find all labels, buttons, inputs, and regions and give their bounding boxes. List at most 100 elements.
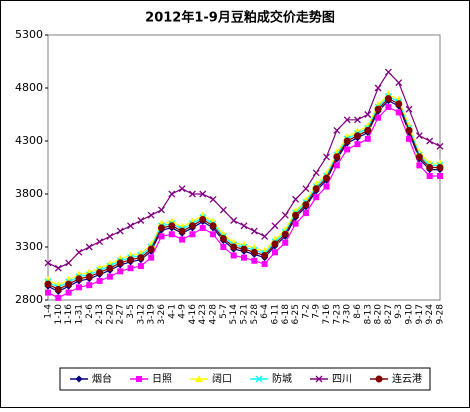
point (426, 164, 434, 171)
point (374, 84, 382, 92)
point (219, 235, 227, 243)
point (292, 220, 299, 227)
x-tick-label: 7-16 (322, 304, 332, 325)
legend-marker (255, 375, 263, 383)
point (426, 172, 433, 179)
point (54, 285, 62, 293)
point (251, 257, 258, 264)
point (127, 222, 134, 230)
point (230, 243, 238, 251)
point (178, 185, 186, 193)
point (44, 259, 52, 267)
point (405, 122, 414, 130)
point (281, 230, 289, 238)
point (323, 183, 330, 190)
x-tick-label: 3-26 (157, 304, 167, 325)
point (292, 195, 300, 203)
point (220, 244, 227, 250)
point (198, 211, 207, 219)
point (261, 260, 268, 267)
point (158, 206, 165, 214)
x-tick-label: 9-3 (394, 304, 404, 319)
point (54, 264, 62, 272)
point (137, 254, 145, 262)
point (343, 137, 351, 145)
point (384, 95, 392, 103)
point (261, 232, 269, 240)
point (333, 153, 341, 161)
point (45, 289, 51, 296)
x-tick-label: 9-24 (425, 304, 435, 325)
point (116, 227, 124, 235)
y-tick-label: 4300 (15, 134, 43, 147)
point (157, 224, 165, 232)
point (219, 206, 227, 214)
legend-marker (375, 375, 383, 383)
point (415, 153, 423, 161)
point (44, 280, 52, 288)
point (96, 277, 103, 284)
x-tick-label: 4-1 (167, 304, 177, 319)
x-tick-label: 6-18 (281, 304, 291, 325)
point (344, 146, 351, 153)
point (65, 259, 73, 267)
legend-label: 四川 (332, 374, 352, 385)
point (96, 238, 104, 246)
x-tick-label: 6-11 (270, 304, 280, 324)
point (55, 294, 62, 301)
x-tick-label: 1-10 (54, 304, 64, 325)
legend-marker (75, 375, 83, 383)
x-tick-label: 1-4 (44, 304, 54, 319)
point (230, 252, 237, 259)
point (209, 222, 217, 230)
x-tick-label: 3-5 (126, 304, 136, 319)
point (271, 222, 279, 230)
point (168, 231, 175, 238)
point (374, 100, 383, 108)
point (230, 217, 238, 224)
x-tick-label: 8-13 (363, 304, 373, 324)
x-tick-label: 2-6 (85, 304, 95, 319)
y-tick-label: 5300 (15, 28, 43, 41)
point (374, 105, 382, 113)
point (85, 273, 93, 281)
point (199, 224, 206, 231)
point (75, 248, 83, 256)
point (240, 245, 248, 253)
point (333, 126, 341, 134)
point (323, 153, 330, 161)
point (312, 185, 320, 193)
point (436, 142, 444, 150)
legend-label: 连云港 (392, 372, 422, 385)
point (375, 114, 382, 121)
x-tick-label: 9-10 (405, 304, 415, 325)
point (323, 174, 331, 182)
point (168, 190, 176, 198)
x-tick-label: 4-16 (188, 304, 198, 325)
point (364, 135, 371, 142)
point (148, 254, 155, 261)
x-tick-label: 5-14 (229, 304, 239, 325)
point (106, 232, 114, 240)
point (147, 211, 155, 219)
legend-label: 烟台 (92, 372, 112, 385)
point (354, 141, 361, 148)
point (137, 217, 145, 224)
x-tick-label: 8-6 (353, 304, 363, 319)
point (271, 249, 278, 256)
legend-marker (195, 375, 203, 382)
x-tick-label: 9-17 (415, 304, 425, 324)
point (86, 282, 93, 289)
point (416, 162, 423, 169)
point (302, 185, 310, 193)
x-tick-label: 4-28 (209, 304, 219, 325)
point (312, 169, 320, 177)
point (147, 245, 155, 253)
point (353, 132, 361, 140)
point (313, 194, 320, 201)
point (44, 275, 52, 283)
legend-marker (136, 376, 142, 382)
point (75, 284, 82, 291)
x-tick-label: 3-19 (147, 304, 157, 325)
